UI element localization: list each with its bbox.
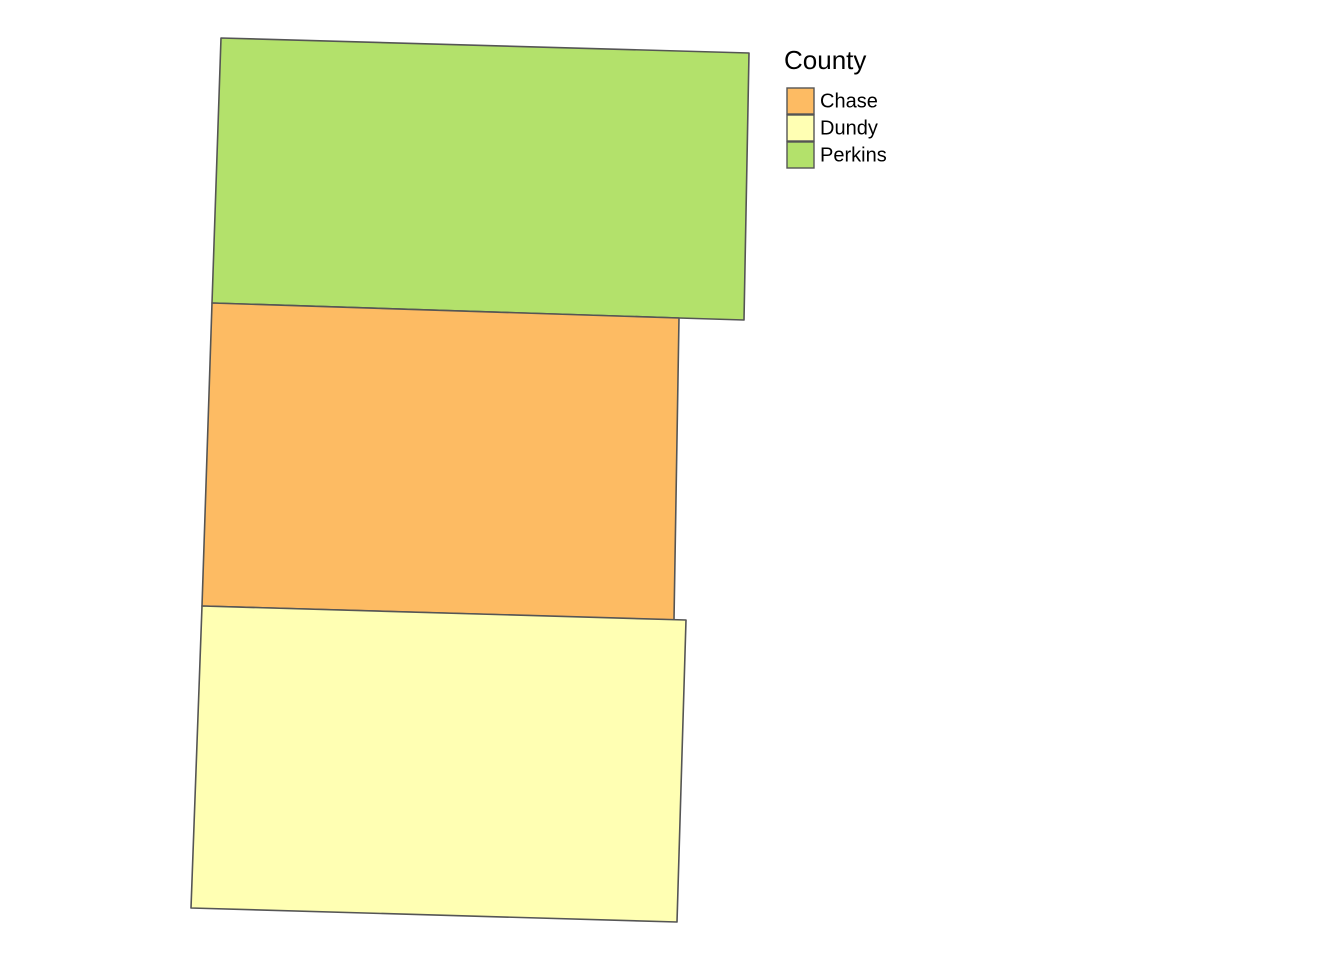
legend-label: Dundy xyxy=(820,117,878,139)
county-chase xyxy=(201,302,680,621)
legend-swatch xyxy=(786,114,815,142)
legend-swatch xyxy=(786,141,815,169)
legend-title: County xyxy=(784,45,866,75)
legend-label: Chase xyxy=(820,90,878,112)
legend: Chase Dundy Perkins xyxy=(786,87,887,169)
legend-swatch xyxy=(786,87,815,115)
legend-label: Perkins xyxy=(820,144,887,166)
county-perkins xyxy=(211,37,750,321)
county-dundy xyxy=(190,605,687,923)
